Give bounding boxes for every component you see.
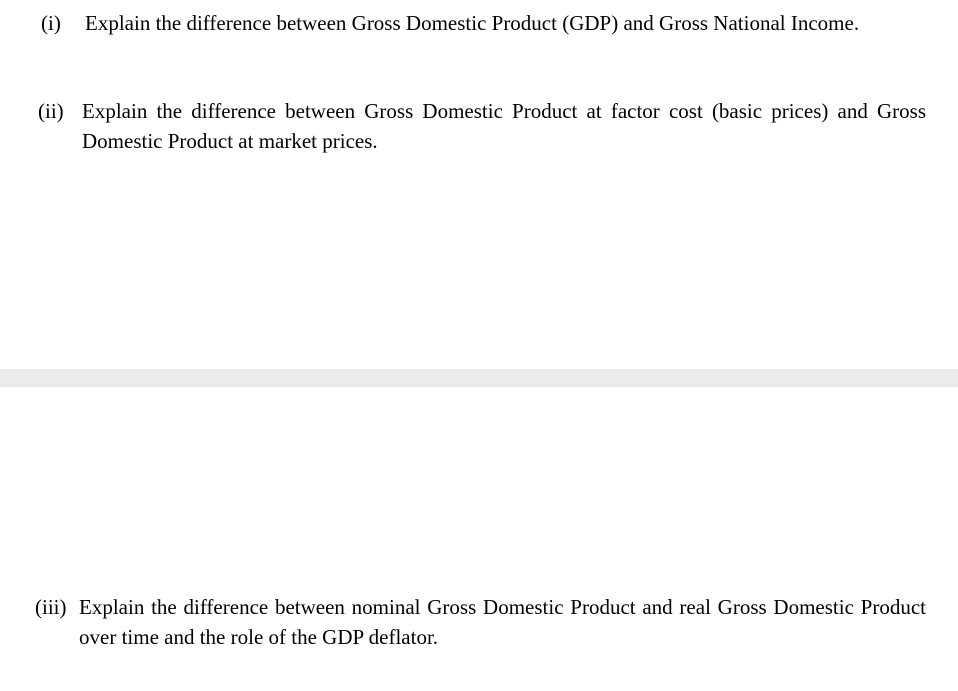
question-marker: (i) xyxy=(41,8,85,38)
question-item-ii: (ii) Explain the difference between Gros… xyxy=(38,96,926,157)
question-item-i: (i) Explain the difference between Gross… xyxy=(41,8,926,38)
question-text: Explain the difference between Gross Dom… xyxy=(82,96,926,157)
question-marker: (iii) xyxy=(35,592,79,653)
question-text: Explain the difference between nominal G… xyxy=(79,592,926,653)
question-marker: (ii) xyxy=(38,96,82,157)
question-text: Explain the difference between Gross Dom… xyxy=(85,8,926,38)
page: (i) Explain the difference between Gross… xyxy=(0,0,958,691)
question-item-iii: (iii) Explain the difference between nom… xyxy=(35,592,926,653)
page-divider xyxy=(0,369,958,387)
